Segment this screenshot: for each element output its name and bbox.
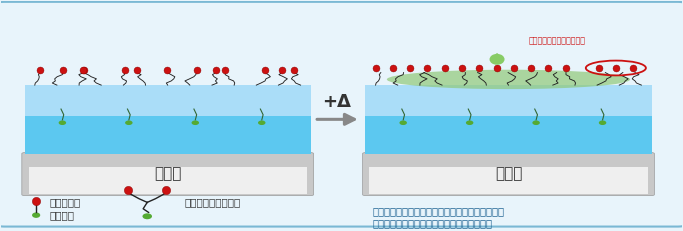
FancyBboxPatch shape [0, 2, 683, 227]
Ellipse shape [532, 121, 540, 125]
Bar [370, 167, 647, 194]
Ellipse shape [32, 213, 40, 218]
Ellipse shape [59, 121, 66, 125]
Bar [25, 85, 311, 154]
Ellipse shape [258, 121, 266, 125]
Bar [365, 85, 652, 116]
Bar [25, 85, 311, 116]
Ellipse shape [387, 70, 630, 89]
Text: 相溶性基: 相溶性基 [50, 210, 74, 220]
Text: フッ素系界面活性剤: フッ素系界面活性剤 [184, 198, 241, 208]
Text: +Δ: +Δ [322, 93, 351, 111]
Text: 含フッ素基: 含フッ素基 [50, 197, 81, 207]
FancyBboxPatch shape [363, 153, 654, 195]
Text: 重ね塗りしたい液体の濡れ性を向上させる: 重ね塗りしたい液体の濡れ性を向上させる [372, 218, 492, 228]
Ellipse shape [191, 121, 199, 125]
Bar [365, 85, 652, 154]
Ellipse shape [466, 121, 473, 125]
Bar [29, 167, 307, 194]
Ellipse shape [143, 213, 152, 219]
Ellipse shape [125, 121, 133, 125]
Ellipse shape [490, 54, 505, 65]
Ellipse shape [400, 121, 407, 125]
Ellipse shape [599, 121, 607, 125]
FancyBboxPatch shape [22, 153, 313, 195]
Text: 基　材: 基 材 [494, 167, 522, 182]
Text: 塗膜表面から脱離（揮発）: 塗膜表面から脱離（揮発） [529, 36, 585, 45]
Text: ・外部刺激（加熱）により含フッ素基が脱離し、: ・外部刺激（加熱）により含フッ素基が脱離し、 [372, 207, 504, 216]
Text: 基　材: 基 材 [154, 167, 182, 182]
